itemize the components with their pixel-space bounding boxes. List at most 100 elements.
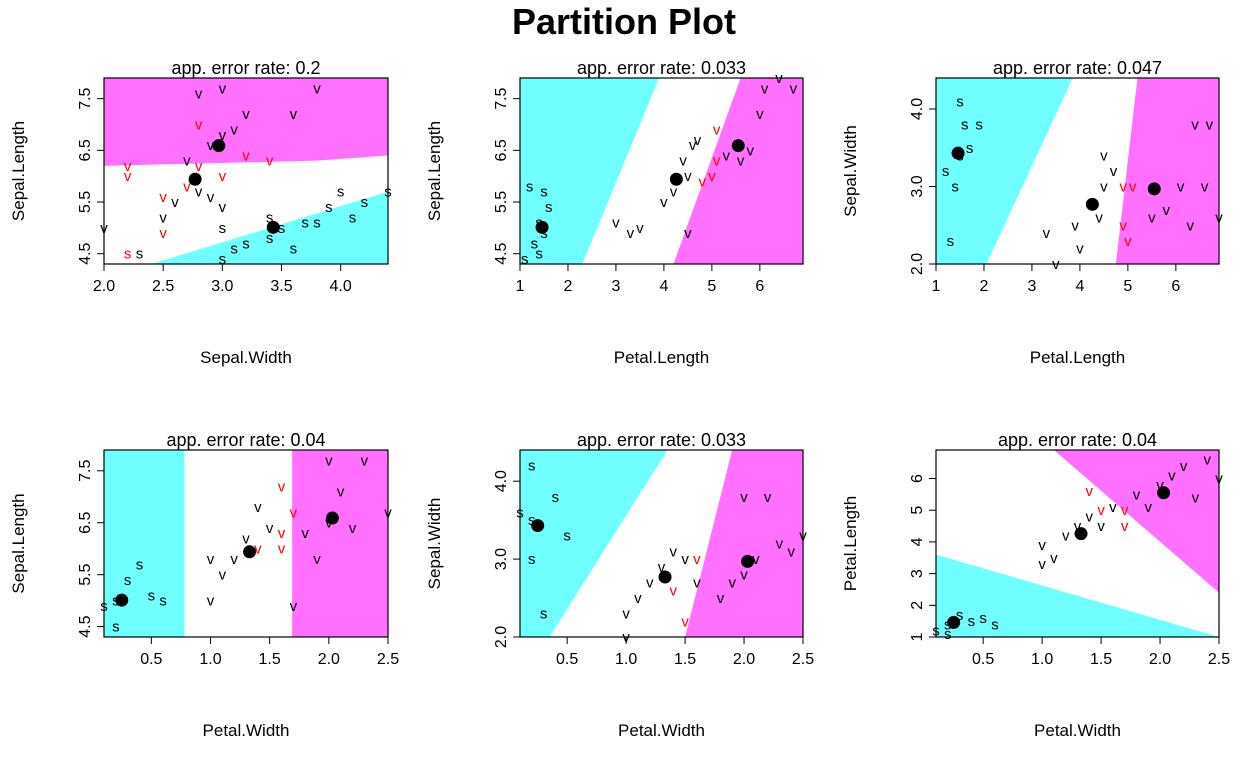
region-setosa — [520, 450, 668, 637]
data-point: v — [219, 80, 227, 97]
data-point: s — [242, 235, 250, 252]
data-point: v — [290, 106, 298, 123]
panel-title: app. error rate: 0.033 — [577, 430, 746, 450]
x-tick-label: 1.0 — [199, 651, 221, 668]
panel-title: app. error rate: 0.047 — [993, 58, 1162, 78]
centroid-marker — [212, 139, 226, 153]
x-tick-label: 3 — [1027, 278, 1036, 295]
misclassified-point: v — [290, 504, 298, 521]
misclassified-point: v — [1086, 483, 1094, 500]
data-point: v — [207, 189, 215, 206]
data-point: v — [681, 551, 689, 568]
data-point: s — [563, 528, 571, 545]
y-axis-label: Petal.Length — [841, 496, 860, 591]
data-point: v — [1133, 486, 1141, 503]
region-virginica — [104, 78, 388, 166]
y-tick-label: 2 — [909, 601, 926, 610]
region-virginica — [1053, 450, 1219, 593]
data-point: v — [740, 489, 748, 506]
region-virginica — [673, 78, 803, 264]
data-point: s — [540, 606, 548, 623]
data-point: v — [1062, 528, 1070, 545]
data-point: v — [737, 153, 745, 170]
misclassified-point: v — [278, 478, 286, 495]
region-virginica — [1115, 78, 1219, 264]
data-point: s — [313, 215, 321, 232]
data-point: s — [230, 241, 238, 258]
data-point: v — [723, 148, 731, 165]
data-point: s — [956, 607, 964, 624]
data-point: v — [670, 184, 678, 201]
data-point: v — [1038, 537, 1046, 554]
misclassified-point: v — [278, 525, 286, 542]
x-tick-label: 6 — [755, 278, 764, 295]
data-point: s — [278, 220, 286, 237]
x-tick-label: 1.5 — [259, 651, 281, 668]
x-tick-label: 0.5 — [556, 651, 578, 668]
data-point: s — [266, 230, 274, 247]
data-point: s — [349, 210, 357, 227]
y-tick-label: 5.5 — [77, 563, 94, 585]
data-point: s — [947, 233, 955, 250]
data-point: v — [1109, 499, 1117, 516]
data-point: s — [219, 251, 227, 268]
y-tick-label: 7.5 — [77, 87, 94, 109]
misclassified-point: v — [699, 173, 707, 190]
centroid-marker — [243, 545, 257, 559]
data-point: v — [207, 137, 215, 154]
misclassified-point: v — [713, 153, 721, 170]
centroid-marker — [947, 615, 961, 629]
x-axis-label: Petal.Length — [1030, 348, 1125, 367]
plot-frame — [519, 449, 804, 638]
data-point: v — [689, 137, 697, 154]
data-point: v — [195, 86, 203, 103]
x-tick-label: 2.0 — [1149, 651, 1171, 668]
plot-frame — [103, 449, 389, 638]
data-point: s — [124, 572, 132, 589]
data-point: s — [136, 556, 144, 573]
region-setosa — [936, 78, 1073, 264]
data-point: v — [1110, 163, 1118, 180]
data-point: v — [349, 520, 357, 537]
misclassified-point: v — [183, 179, 191, 196]
x-tick-label: 1.0 — [615, 651, 637, 668]
x-tick-label: 2.0 — [318, 651, 340, 668]
data-point: v — [183, 153, 191, 170]
data-point: v — [660, 194, 668, 211]
data-point: v — [301, 525, 309, 542]
x-tick-label: 3.5 — [270, 278, 292, 295]
data-point: v — [1071, 217, 1079, 234]
data-point: s — [545, 199, 553, 216]
data-point: s — [148, 587, 156, 604]
data-point: v — [230, 122, 238, 139]
data-point: v — [1074, 518, 1082, 535]
y-tick-label: 5.5 — [77, 191, 94, 213]
misclassified-point: v — [708, 168, 716, 185]
data-point: s — [301, 215, 309, 232]
centroid-marker — [731, 139, 745, 153]
misclassified-point: v — [242, 148, 250, 165]
x-tick-label: 1.5 — [1090, 651, 1112, 668]
misclassified-point: v — [195, 117, 203, 134]
data-point: v — [679, 153, 687, 170]
misclassified-point: v — [159, 189, 167, 206]
x-tick-label: 1 — [516, 278, 525, 295]
data-point: v — [290, 598, 298, 615]
data-point: v — [254, 499, 262, 516]
panel-4: sssssssvvvvvvvvvvvvvvvvvvvvvapp. error r… — [9, 430, 399, 740]
data-point: v — [207, 593, 215, 610]
data-point: v — [1186, 217, 1194, 234]
centroid-marker — [1147, 182, 1161, 196]
data-point: v — [230, 551, 238, 568]
data-point: s — [975, 117, 983, 134]
data-point: s — [979, 610, 987, 627]
data-point: v — [266, 520, 274, 537]
data-point: v — [361, 452, 369, 469]
y-tick-label: 6.5 — [493, 139, 510, 161]
x-tick-label: 2 — [980, 278, 989, 295]
data-point: v — [1145, 499, 1153, 516]
centroid-marker — [741, 554, 755, 568]
